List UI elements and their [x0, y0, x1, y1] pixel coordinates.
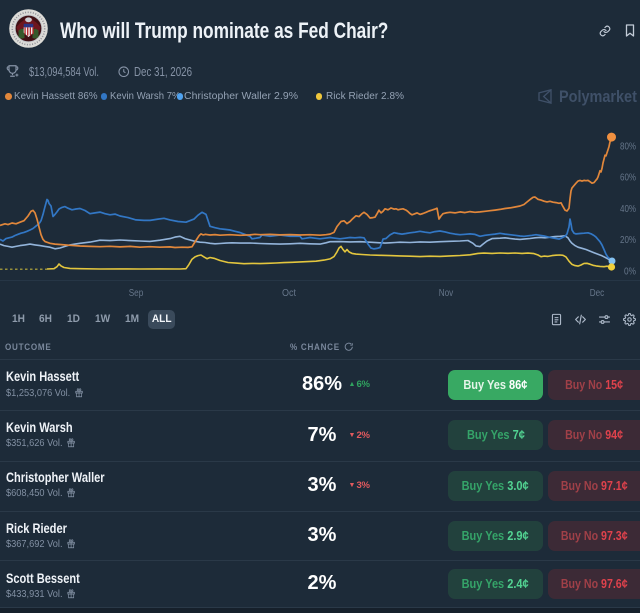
- svg-text:40%: 40%: [620, 204, 636, 215]
- svg-text:80%: 80%: [620, 142, 636, 153]
- svg-text:0%: 0%: [624, 266, 636, 277]
- svg-text:Oct: Oct: [282, 288, 296, 299]
- svg-text:Nov: Nov: [439, 288, 454, 299]
- svg-text:Dec: Dec: [590, 288, 605, 299]
- svg-text:Sep: Sep: [129, 288, 144, 299]
- svg-text:20%: 20%: [620, 235, 636, 246]
- svg-text:60%: 60%: [620, 173, 636, 184]
